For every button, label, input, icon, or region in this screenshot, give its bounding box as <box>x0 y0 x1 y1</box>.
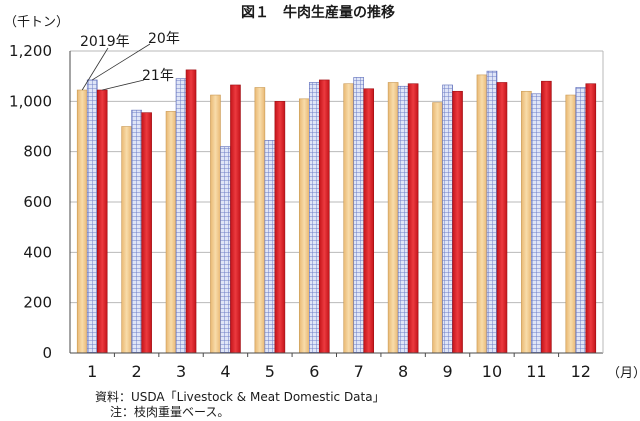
x-tick-label: 1 <box>87 362 97 381</box>
chart-title: 図１ 牛肉生産量の推移 <box>241 4 395 21</box>
bar <box>397 85 409 354</box>
bar <box>131 109 142 354</box>
bar <box>432 102 443 354</box>
bar <box>353 77 365 354</box>
footnote: 注：枝肉重量ベース。 <box>110 405 230 419</box>
bar <box>318 79 330 354</box>
x-tick-label: 10 <box>482 362 502 381</box>
bar <box>496 82 508 354</box>
bar <box>274 101 286 354</box>
y-tick-label: 400 <box>23 243 52 261</box>
bar <box>442 84 453 354</box>
axes <box>69 51 604 357</box>
bar <box>407 83 419 354</box>
series-label: 21年 <box>142 68 174 84</box>
bar <box>185 69 197 354</box>
bar <box>175 78 187 354</box>
bar <box>76 89 88 354</box>
x-tick-label: 3 <box>176 362 186 381</box>
bar <box>452 90 463 354</box>
y-tick-label: 200 <box>23 294 52 312</box>
callout-leader <box>81 47 109 91</box>
x-axis-label: （月） <box>607 366 640 381</box>
bar <box>308 82 320 354</box>
bar <box>254 87 266 354</box>
x-tick-label: 5 <box>265 362 275 381</box>
bar <box>264 140 276 354</box>
x-tick-label: 9 <box>442 362 452 381</box>
y-tick-label: 1,200 <box>9 42 52 60</box>
bar <box>565 94 577 354</box>
series-label: 20年 <box>148 31 180 47</box>
series-callouts: 2019年 20年 21年 <box>80 31 180 91</box>
x-tick-label: 2 <box>132 362 142 381</box>
callout-leader <box>102 79 145 91</box>
bar <box>541 80 552 354</box>
bar <box>387 82 399 354</box>
callout-leader <box>91 43 151 81</box>
bar <box>343 83 355 354</box>
x-tick-labels: 1 2 3 4 5 6 7 8 9 10 11 12 <box>87 362 591 381</box>
y-axis-label: （千トン） <box>4 15 69 30</box>
y-tick-label: 600 <box>23 193 52 211</box>
bar <box>121 126 132 354</box>
bar <box>165 111 177 354</box>
y-tick-labels: 0 200 400 600 800 1,000 1,200 <box>9 42 52 362</box>
bar <box>585 83 597 354</box>
x-tick-label: 12 <box>571 362 591 381</box>
bar <box>230 84 241 354</box>
bar <box>86 79 98 354</box>
x-tick-label: 6 <box>309 362 319 381</box>
bar-groups <box>76 69 597 354</box>
x-tick-label: 11 <box>526 362 546 381</box>
x-tick-label: 8 <box>398 362 408 381</box>
bar <box>363 88 375 354</box>
bar <box>476 74 488 354</box>
x-tick-label: 4 <box>220 362 230 381</box>
bar <box>220 146 231 354</box>
bar <box>141 112 152 354</box>
gridlines <box>70 50 603 304</box>
bar <box>486 70 498 354</box>
source-note: 資料：USDA「Livestock & Meat Domestic Data」 <box>95 390 385 404</box>
bar <box>575 87 587 354</box>
y-tick-label: 1,000 <box>9 92 52 110</box>
bar <box>521 90 532 354</box>
bar <box>298 98 310 354</box>
x-tick-label: 7 <box>354 362 364 381</box>
bar <box>210 94 221 354</box>
bar <box>531 93 542 354</box>
bar <box>96 89 108 354</box>
y-tick-label: 800 <box>23 143 52 161</box>
y-tick-label: 0 <box>42 344 52 362</box>
series-label: 2019年 <box>80 34 130 50</box>
